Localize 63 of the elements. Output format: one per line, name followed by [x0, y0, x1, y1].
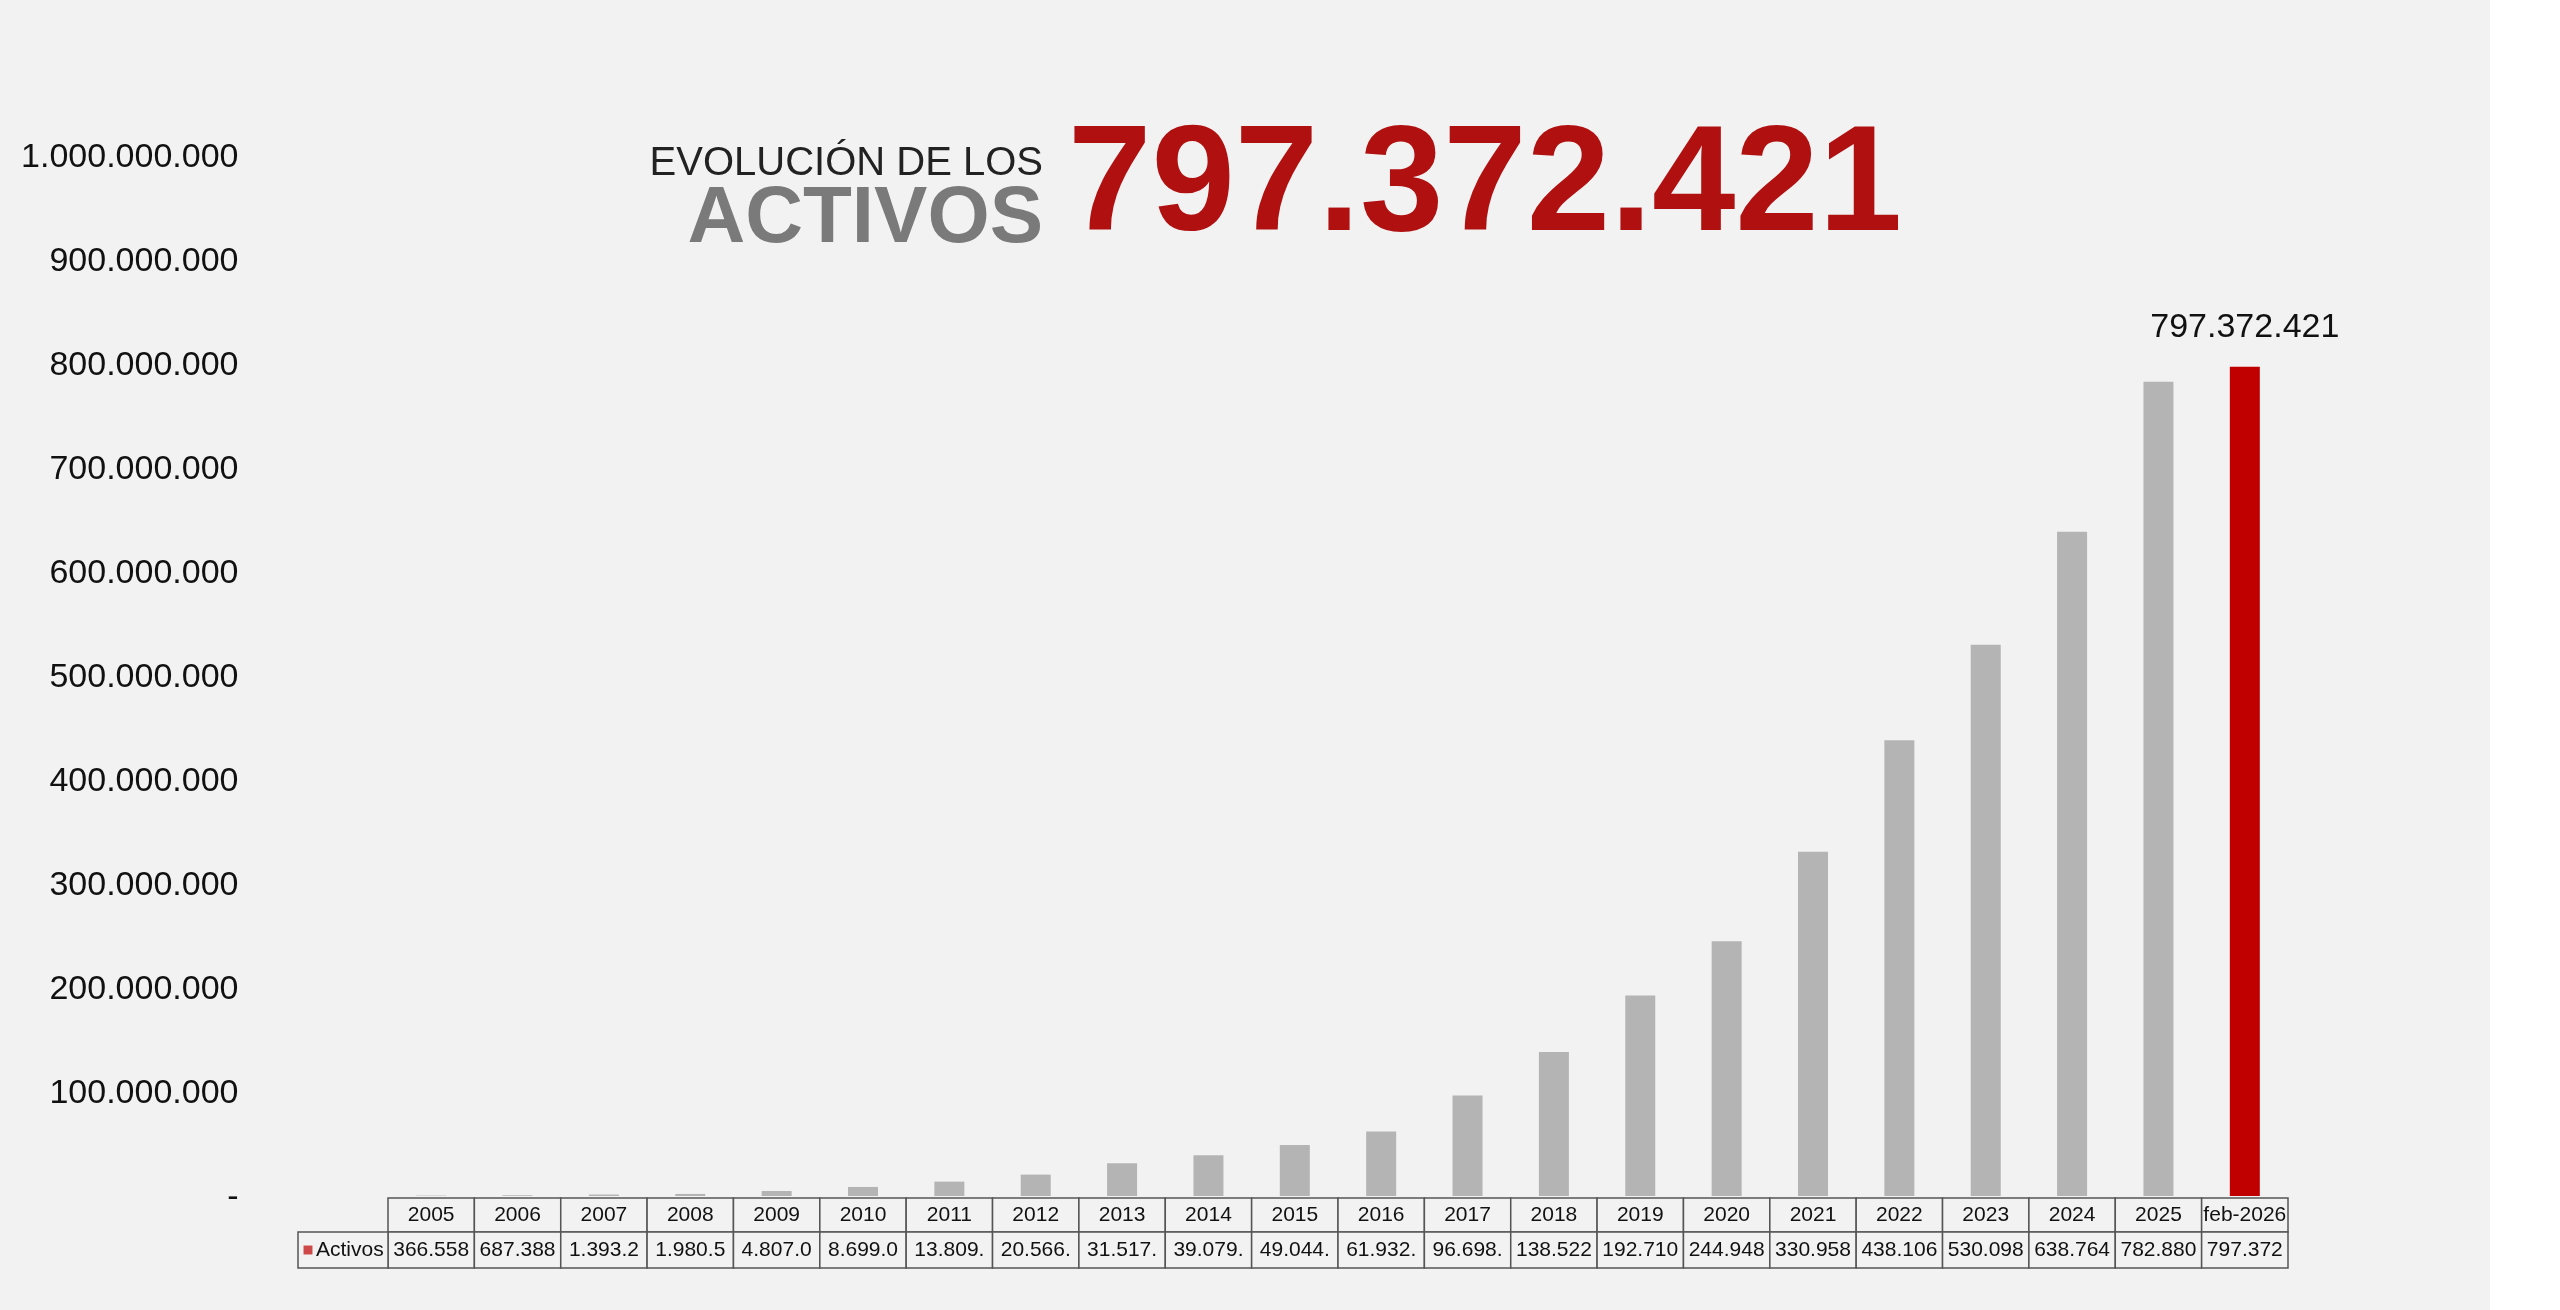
x-tick-label: 2016 [1357, 1202, 1405, 1225]
bar [848, 1186, 878, 1196]
bar [675, 1193, 706, 1196]
y-tick-label: 800.000.000 [49, 343, 239, 382]
y-tick-label: 100.000.000 [49, 1071, 239, 1110]
x-tick-label: 2008 [666, 1202, 714, 1225]
y-tick-label: - [227, 1175, 239, 1214]
x-tick-label: 2023 [1962, 1202, 2010, 1225]
text: 687.388 [479, 1237, 556, 1260]
x-tick-label: 2019 [1616, 1202, 1664, 1225]
legend-label: Activos [316, 1237, 384, 1260]
x-tick-label: 2018 [1530, 1202, 1578, 1225]
x-tick-label: 2014 [1185, 1202, 1233, 1225]
chart-subtitle: 797.372.421 [1068, 94, 1903, 262]
x-tick-label: 2013 [1098, 1202, 1146, 1225]
y-tick-label: 600.000.000 [49, 551, 239, 590]
bar [934, 1181, 965, 1196]
text: 20.566. [1000, 1237, 1071, 1260]
x-tick-label: 2009 [753, 1202, 800, 1225]
text: 638.764 [2034, 1237, 2111, 1260]
chart-title: EVOLUCIÓN DE LOS ACTIVOS [649, 139, 1043, 259]
x-tick-label: 2007 [580, 1202, 628, 1225]
text: 8.699.0 [827, 1237, 899, 1260]
text: 244.948 [1688, 1237, 1765, 1260]
y-tick-label: 300.000.000 [49, 863, 239, 902]
text: 4.807.0 [741, 1237, 812, 1260]
annotation: 797.372.421 [2150, 305, 2340, 344]
text: 96.698. [1432, 1237, 1503, 1260]
x-tick-label: 2011 [926, 1202, 972, 1225]
y-tick-label: 700.000.000 [49, 447, 239, 486]
text: 13.809. [914, 1237, 985, 1260]
x-tick-label: 2006 [494, 1202, 541, 1225]
text: 1.393.2 [568, 1237, 639, 1260]
text: 138.522 [1515, 1237, 1592, 1260]
x-tick-label: 2017 [1444, 1202, 1491, 1225]
x-tick-label: 2020 [1703, 1202, 1750, 1225]
y-tick-label: 400.000.000 [49, 759, 239, 798]
text: 192.710 [1602, 1237, 1679, 1260]
x-tick-label: 2012 [1012, 1202, 1060, 1225]
x-tick-label: 2022 [1876, 1202, 1923, 1225]
y-tick-label: 200.000.000 [49, 967, 239, 1006]
text: 438.106 [1861, 1237, 1938, 1260]
text: 39.079. [1173, 1237, 1244, 1260]
x-tick-label: 2021 [1789, 1202, 1837, 1225]
text: 330.958 [1775, 1237, 1851, 1260]
y-tick-label: 500.000.000 [49, 655, 239, 694]
bar [761, 1191, 792, 1196]
y-tick-label: 1.000.000.000 [21, 135, 239, 174]
text: 530.098 [1947, 1237, 2024, 1260]
x-tick-label: feb-2026 [2203, 1202, 2287, 1225]
x-tick-label: 2024 [2048, 1202, 2096, 1225]
y-tick-label: 900.000.000 [49, 239, 239, 278]
text: 782.880 [2120, 1237, 2197, 1260]
text: 61.932. [1346, 1237, 1417, 1260]
x-tick-label: 2015 [1271, 1202, 1319, 1225]
x-tick-label: 2005 [407, 1202, 455, 1225]
text: 366.558 [393, 1237, 470, 1260]
x-tick-label: 2010 [839, 1202, 887, 1225]
text: 1.980.5 [655, 1237, 726, 1260]
text: 49.044. [1259, 1237, 1330, 1260]
x-tick-label: 2025 [2135, 1202, 2182, 1225]
text: 797.372 [2206, 1237, 2283, 1260]
text: 31.517. [1087, 1237, 1158, 1260]
